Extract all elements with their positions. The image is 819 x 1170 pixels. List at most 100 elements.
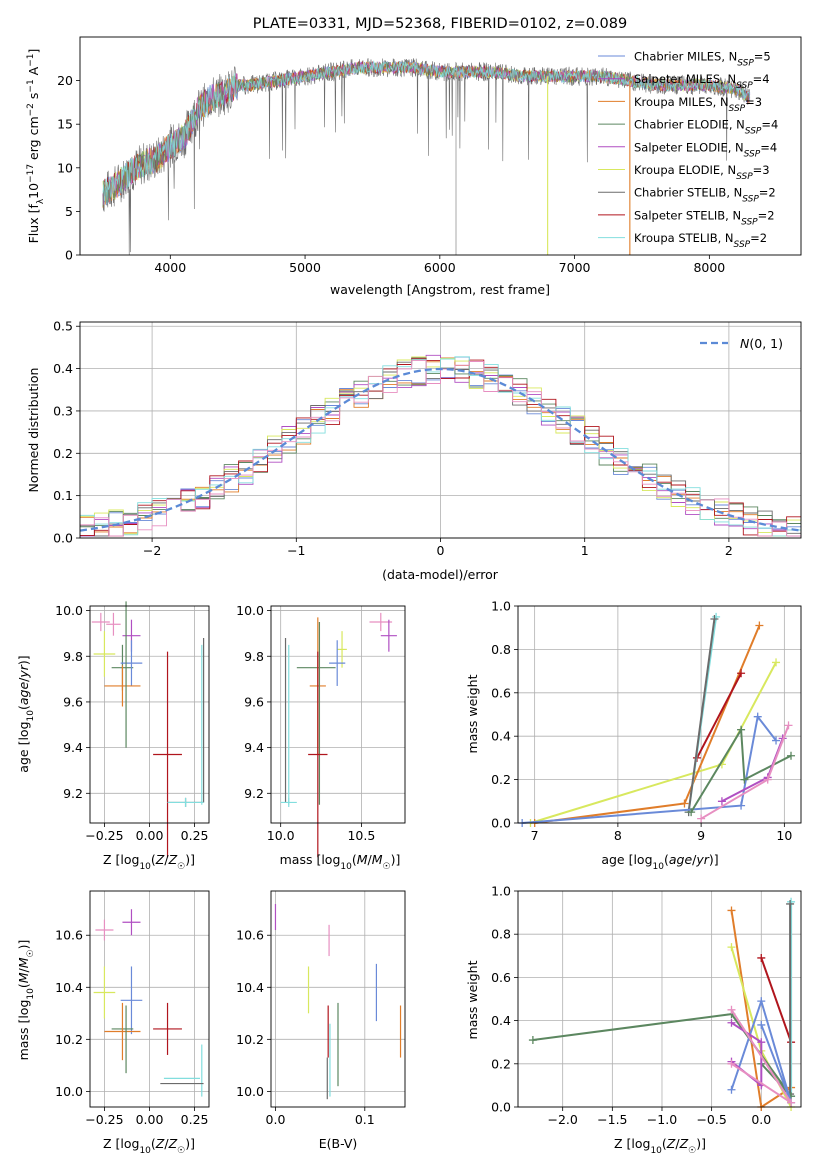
- x-tick-label: 7000: [559, 260, 591, 275]
- axes-frame: [517, 890, 802, 1108]
- x-tick-label: −1.5: [597, 1112, 627, 1127]
- x-tick-label: 10.5: [347, 828, 375, 843]
- y-tick-label: 9.2: [244, 786, 264, 801]
- x-tick-label: 10.0: [267, 828, 295, 843]
- figure-title: PLATE=0331, MJD=52368, FIBERID=0102, z=0…: [253, 16, 627, 32]
- mass-weight-marker: [727, 1085, 736, 1094]
- y-tick-label: 5: [65, 204, 73, 219]
- y-tick-label: 0.2: [491, 772, 511, 787]
- y-axis-label: age [log10(age/yr)]: [16, 655, 36, 772]
- y-tick-label: 10.2: [236, 1032, 264, 1047]
- x-tick-label: 4000: [154, 260, 186, 275]
- y-tick-label: 10.0: [236, 603, 264, 618]
- mass-weight-marker: [787, 751, 796, 760]
- x-tick-label: 8: [614, 828, 622, 843]
- mass-weight-marker: [528, 1036, 537, 1045]
- axes-frame: [79, 36, 802, 256]
- y-tick-label: 9.4: [244, 740, 264, 755]
- y-tick-label: 1.0: [491, 884, 511, 899]
- mass-weight-marker: [727, 943, 736, 952]
- mass-weight-marker: [697, 814, 706, 823]
- y-tick-label: 0.6: [491, 970, 511, 985]
- legend-entry: Kroupa STELIB, NSSP=2: [634, 231, 767, 250]
- x-tick-label: −0.25: [85, 1112, 123, 1127]
- x-tick-label: −2.0: [548, 1112, 578, 1127]
- legend-entry: Chabrier STELIB, NSSP=2: [634, 186, 776, 205]
- axes-frame: [89, 605, 210, 824]
- x-tick-label: −2: [143, 543, 161, 558]
- x-tick-label: 0.00: [136, 1112, 164, 1127]
- y-tick-label: 20: [57, 73, 73, 88]
- mass-weight-line: [530, 661, 777, 824]
- y-tick-label: 10: [57, 160, 73, 175]
- x-tick-label: −1.0: [647, 1112, 677, 1127]
- residual-histogram-step: [80, 357, 801, 537]
- age-vs-metallicity-panel: −0.25 0.00 0.25 9.2 9.4 9.6 9.8 10.0 Z [log10(Z/…: [16, 601, 210, 872]
- mass-weight-line: [730, 997, 793, 1104]
- x-tick-label: 0.25: [181, 1112, 209, 1127]
- mass-weight-line: [534, 625, 761, 824]
- x-tick-label: 1: [581, 543, 589, 558]
- mass-weight-line: [690, 726, 792, 813]
- mass-weight-marker: [763, 775, 772, 784]
- y-tick-label: 0.2: [491, 1056, 511, 1071]
- mass-vs-extinction-panel: 0.0 0.1 10.0 10.2 10.4 10.6 E(B-V): [236, 890, 406, 1151]
- mass-weight-line: [696, 672, 742, 759]
- mass-weight-marker: [772, 658, 781, 667]
- mass-weight-marker: [757, 997, 766, 1006]
- x-tick-label: 6000: [424, 260, 456, 275]
- x-axis-label: E(B-V): [319, 1136, 358, 1151]
- normal-curve: [79, 367, 802, 532]
- x-axis-label: Z [log10(Z/Z☉)]: [103, 852, 195, 872]
- y-tick-label: 9.8: [244, 649, 264, 664]
- y-tick-label: 10.0: [55, 1084, 83, 1099]
- mass-weight-marker: [680, 799, 689, 808]
- residual-histogram-step: [80, 360, 801, 537]
- y-tick-label: 0.0: [491, 1100, 511, 1115]
- y-tick-label: 0.3: [53, 403, 73, 418]
- mass-weight-marker: [786, 899, 795, 908]
- x-tick-label: −0.25: [85, 828, 123, 843]
- y-tick-label: 10.4: [236, 980, 264, 995]
- mass-weight-marker: [784, 721, 793, 730]
- mass-weight-line: [522, 714, 777, 824]
- x-axis-label: Z [log10(Z/Z☉)]: [614, 1136, 706, 1156]
- mass-weight-marker: [787, 1098, 796, 1107]
- y-tick-label: 0: [65, 248, 73, 263]
- y-tick-label: 0.1: [53, 488, 73, 503]
- x-tick-label: 9: [697, 828, 705, 843]
- y-tick-label: 10.6: [55, 928, 83, 943]
- model-spectrum-line: [102, 60, 751, 205]
- x-tick-label: 10: [776, 828, 792, 843]
- x-axis-label: Z [log10(Z/Z☉)]: [103, 1136, 195, 1156]
- y-tick-label: 9.4: [63, 740, 83, 755]
- y-tick-label: 10.2: [55, 1032, 83, 1047]
- x-axis-label: wavelength [Angstrom, rest frame]: [330, 282, 550, 297]
- axes-frame: [517, 605, 802, 824]
- y-axis-label: mass [log10(M/M☉)]: [16, 940, 36, 1061]
- y-tick-label: 9.2: [63, 786, 83, 801]
- x-tick-label: 0.0: [266, 1112, 286, 1127]
- legend-entry: Kroupa ELODIE, NSSP=3: [634, 163, 770, 182]
- x-tick-label: 0.1: [355, 1112, 375, 1127]
- x-tick-label: 8000: [693, 260, 725, 275]
- y-tick-label: 0.8: [491, 642, 511, 657]
- x-tick-label: 0.00: [136, 828, 164, 843]
- x-tick-label: −0.5: [696, 1112, 726, 1127]
- mass-weight-vs-age-panel: 7 8 9 10 0.0 0.2 0.4 0.6 0.8 1.0 age [log10(age/yr…: [465, 599, 802, 872]
- y-tick-label: 9.8: [63, 649, 83, 664]
- mass-weight-marker: [727, 1005, 736, 1014]
- legend-entry: Salpeter ELODIE, NSSP=4: [634, 140, 777, 159]
- mass-weight-vs-metallicity-panel: −2.0 −1.5 −1.0 −0.5 0.0 0.0 0.2 0.4 0.6 0.8 1.0 Z […: [465, 884, 802, 1156]
- mass-weight-marker: [753, 712, 762, 721]
- x-tick-label: 5000: [289, 260, 321, 275]
- x-axis-label: (data-model)/error: [382, 567, 499, 582]
- legend-entry: Chabrier ELODIE, NSSP=4: [634, 118, 778, 137]
- x-tick-label: −1: [287, 543, 305, 558]
- mass-weight-marker: [772, 736, 781, 745]
- y-tick-label: 0.6: [491, 685, 511, 700]
- mass-weight-marker: [737, 801, 746, 810]
- y-tick-label: 0.4: [491, 1013, 511, 1028]
- mass-weight-marker: [757, 953, 766, 962]
